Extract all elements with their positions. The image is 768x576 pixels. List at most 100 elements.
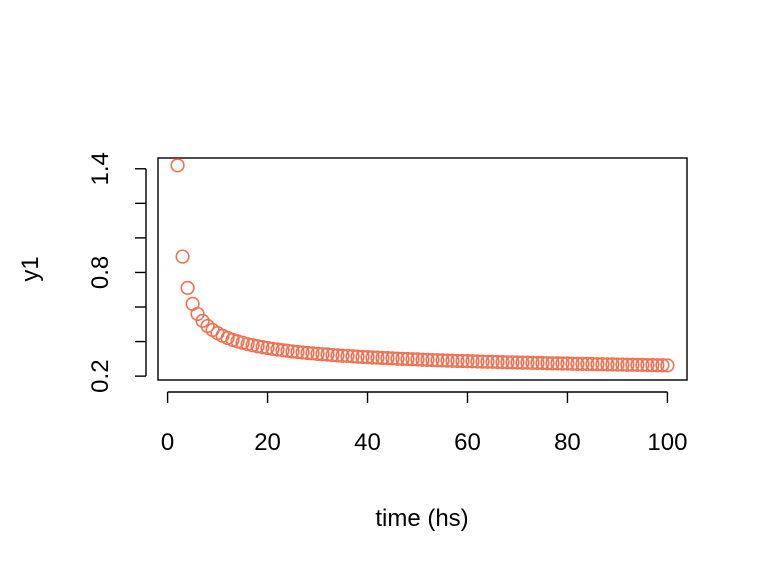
data-point <box>320 347 335 362</box>
x-tick-label: 20 <box>254 429 281 456</box>
data-point <box>535 355 550 371</box>
data-point <box>630 357 645 372</box>
data-point <box>285 344 300 359</box>
data-point <box>470 354 485 369</box>
x-tick-label: 60 <box>454 429 481 456</box>
data-point <box>455 353 470 369</box>
data-point <box>275 343 290 358</box>
data-point <box>380 351 395 366</box>
data-point <box>195 313 210 328</box>
data-point <box>450 353 465 369</box>
data-point <box>520 355 535 370</box>
data-point <box>580 356 595 372</box>
data-point <box>650 358 665 373</box>
data-point <box>360 350 375 365</box>
data-point <box>475 354 490 369</box>
data-point <box>200 318 215 334</box>
data-point <box>410 352 425 367</box>
data-point <box>255 340 270 355</box>
plot-frame <box>157 157 688 381</box>
data-point <box>575 356 590 371</box>
x-tick-label: 80 <box>554 429 581 456</box>
y-tick-label: 0.2 <box>87 359 114 392</box>
data-point <box>495 355 510 370</box>
data-point <box>555 356 570 371</box>
data-point <box>400 351 415 367</box>
data-point <box>435 353 450 368</box>
data-point <box>340 348 355 364</box>
data-point <box>545 356 560 371</box>
data-point <box>615 357 630 372</box>
y-tick-label: 0.8 <box>87 256 114 289</box>
data-point <box>460 353 475 369</box>
data-point <box>530 355 545 371</box>
data-point <box>415 352 430 367</box>
data-points <box>170 158 675 373</box>
data-point <box>505 355 520 370</box>
data-point <box>405 352 420 367</box>
data-point <box>490 354 505 370</box>
data-point <box>550 356 565 371</box>
data-point <box>395 351 410 366</box>
data-point <box>270 342 285 357</box>
y-axis-title: y1 <box>17 256 44 281</box>
data-point <box>260 340 275 356</box>
data-point <box>640 357 655 373</box>
data-point <box>350 349 365 364</box>
data-point <box>485 354 500 369</box>
data-point <box>175 249 190 264</box>
data-point <box>500 355 515 370</box>
data-point <box>365 350 380 365</box>
data-point <box>310 346 325 361</box>
data-point <box>595 357 610 372</box>
data-point <box>430 353 445 368</box>
data-point <box>610 357 625 372</box>
data-point <box>585 356 600 372</box>
data-point <box>510 355 525 370</box>
data-point <box>425 352 440 368</box>
data-point <box>345 349 360 364</box>
data-point <box>375 350 390 366</box>
data-point <box>645 357 660 373</box>
x-tick-label: 40 <box>354 429 381 456</box>
data-point <box>570 356 585 371</box>
data-point <box>370 350 385 365</box>
data-point <box>385 351 400 366</box>
data-point <box>420 352 435 367</box>
x-tick-label: 100 <box>647 429 687 456</box>
data-point <box>265 341 280 356</box>
x-axis: 0 20 40 60 80 100 <box>161 391 687 456</box>
data-point <box>605 357 620 372</box>
data-point <box>245 338 260 353</box>
data-point <box>540 356 555 371</box>
data-point <box>170 158 185 173</box>
data-point <box>280 343 295 358</box>
x-axis-title: time (hs) <box>375 505 468 532</box>
data-point <box>445 353 460 368</box>
data-point <box>635 357 650 372</box>
data-point <box>515 355 530 370</box>
data-point <box>525 355 540 370</box>
data-point <box>465 354 480 369</box>
data-point <box>300 345 315 361</box>
data-point <box>655 358 670 373</box>
data-point <box>660 358 675 373</box>
data-point <box>180 280 195 295</box>
data-point <box>355 349 370 365</box>
data-point <box>560 356 575 371</box>
x-tick-label: 0 <box>161 429 174 456</box>
data-point <box>325 347 340 363</box>
y-axis: 0.2 0.8 1.4 <box>87 152 147 393</box>
data-point <box>590 357 605 372</box>
data-point <box>240 337 255 352</box>
data-point <box>600 357 615 372</box>
data-point <box>335 348 350 363</box>
data-point <box>480 354 495 369</box>
y-tick-label: 1.4 <box>87 152 114 185</box>
data-point <box>625 357 640 372</box>
data-point <box>250 339 265 354</box>
data-point <box>390 351 405 366</box>
data-point <box>620 357 635 372</box>
data-point <box>305 346 320 361</box>
